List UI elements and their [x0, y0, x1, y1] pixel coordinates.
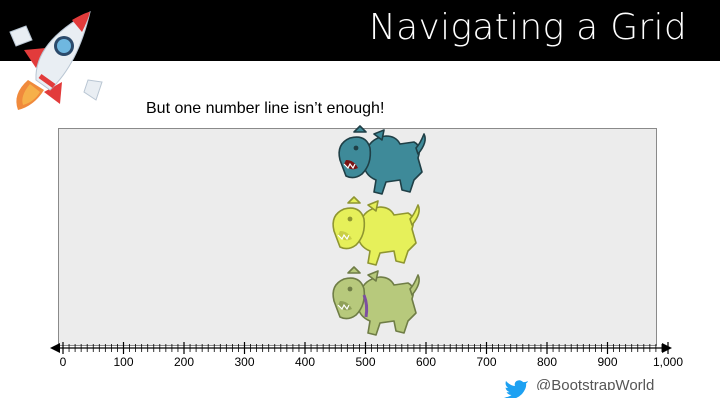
- tick-label: 400: [295, 355, 315, 369]
- slide-subtitle: But one number line isn’t enough!: [146, 100, 385, 117]
- teal-dog-sprite: [338, 125, 426, 195]
- minor-ticks: [62, 342, 669, 354]
- rocket-icon: [9, 11, 103, 110]
- left-arrow-icon: [50, 343, 60, 353]
- right-arrow-icon: [662, 343, 672, 353]
- tick-label: 300: [234, 355, 254, 369]
- number-line: 0 100 200 300 400 500 600 700 800 900 1,000: [50, 342, 683, 369]
- social-handle-text: @BootstrapWorld: [536, 377, 655, 394]
- olive-dog-sprite: [332, 266, 420, 336]
- tick-label: 500: [355, 355, 375, 369]
- slide-title: Navigating a Grid: [368, 7, 687, 48]
- yellow-dog-sprite: [332, 196, 420, 266]
- tick-label: 800: [537, 355, 557, 369]
- tick-label: 200: [174, 355, 194, 369]
- header-bar: [0, 0, 720, 61]
- tick-label: 1,000: [653, 355, 683, 369]
- tick-label: 600: [416, 355, 436, 369]
- tick-label: 900: [597, 355, 617, 369]
- tick-label: 700: [476, 355, 496, 369]
- twitter-bird-icon: [504, 380, 528, 398]
- tick-label: 0: [60, 355, 67, 369]
- tick-label: 100: [113, 355, 133, 369]
- tick-labels: 0 100 200 300 400 500 600 700 800 900 1,000: [60, 355, 684, 369]
